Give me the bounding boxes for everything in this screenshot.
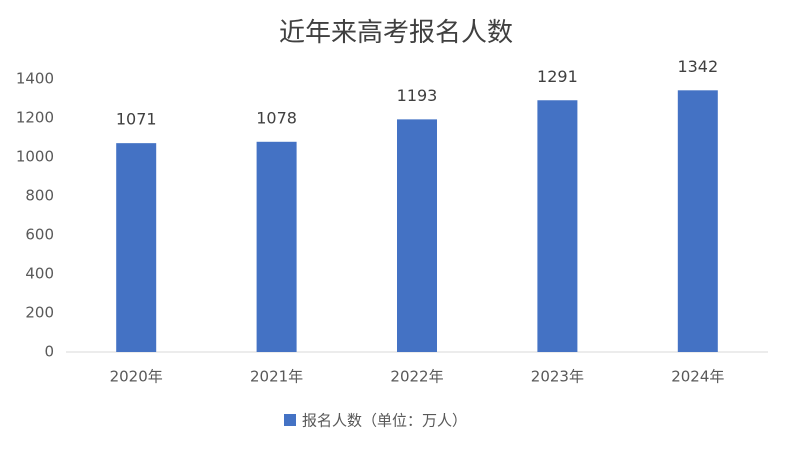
- x-tick-label: 2020年: [110, 368, 163, 386]
- y-tick-label: 1400: [16, 70, 54, 88]
- y-tick-label: 1200: [16, 109, 54, 127]
- value-label: 1071: [116, 110, 157, 129]
- value-label: 1342: [677, 57, 718, 76]
- bar: [256, 141, 297, 352]
- value-label: 1291: [537, 67, 578, 86]
- value-label: 1078: [256, 108, 297, 127]
- x-tick-label: 2022年: [390, 368, 443, 386]
- y-tick-label: 1000: [16, 148, 54, 166]
- bar: [537, 100, 578, 352]
- x-tick-label: 2021年: [250, 368, 303, 386]
- y-tick-label: 600: [25, 226, 54, 244]
- y-tick-label: 400: [25, 265, 54, 283]
- x-tick-label: 2023年: [531, 368, 584, 386]
- legend-swatch: [284, 414, 296, 426]
- legend-label: 报名人数（单位：万人）: [302, 412, 467, 430]
- bar: [116, 143, 157, 352]
- chart-title: 近年来高考报名人数: [279, 18, 513, 47]
- bar: [677, 90, 718, 352]
- x-tick-label: 2024年: [671, 368, 724, 386]
- bar: [397, 119, 437, 353]
- y-tick-label: 0: [44, 343, 54, 361]
- value-label: 1193: [397, 86, 438, 105]
- y-tick-label: 200: [25, 304, 54, 322]
- y-tick-label: 800: [25, 187, 54, 205]
